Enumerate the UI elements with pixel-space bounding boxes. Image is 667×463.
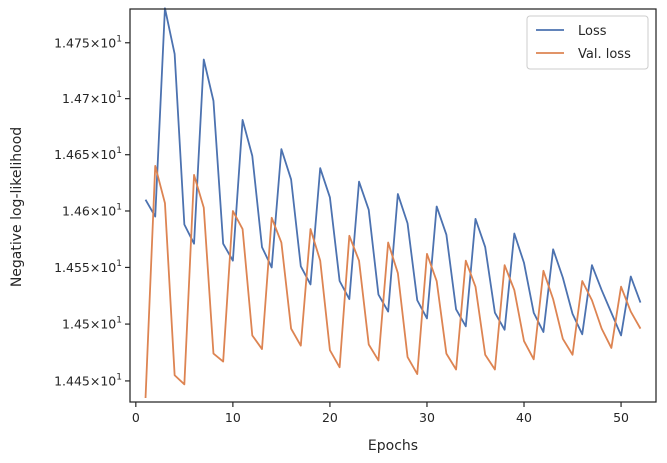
x-tick-label: 50 (613, 410, 629, 425)
y-tick-label: 1.46×101 (62, 202, 122, 218)
y-tick-label: 1.45×101 (62, 316, 122, 332)
x-axis-ticks: 0 10 20 30 40 50 (132, 402, 629, 425)
x-tick-label: 10 (225, 410, 241, 425)
legend-label-loss: Loss (578, 24, 607, 39)
x-axis-label: Epochs (368, 438, 418, 454)
y-tick-label: 1.475×101 (54, 34, 122, 50)
series-layer (144, 7, 642, 399)
y-axis-ticks: 1.445×101 1.45×101 1.455×101 1.46×101 1.465×… (54, 34, 130, 388)
series-line-loss (144, 7, 642, 337)
y-tick-label: 1.465×101 (54, 146, 122, 162)
plot-frame (129, 8, 657, 403)
y-axis-label: Negative log-likelihood (9, 127, 25, 287)
legend: Loss Val. loss (526, 15, 649, 70)
x-tick-label: 0 (132, 410, 140, 425)
y-tick-label: 1.445×101 (54, 372, 122, 388)
y-tick-label: 1.455×101 (54, 259, 122, 275)
series-line-val-loss (144, 165, 642, 399)
x-tick-label: 30 (419, 410, 435, 425)
legend-label-val-loss: Val. loss (578, 47, 631, 62)
plot-area (130, 9, 656, 402)
x-tick-label: 40 (516, 410, 532, 425)
x-tick-label: 20 (322, 410, 338, 425)
y-tick-label: 1.47×101 (62, 90, 122, 106)
